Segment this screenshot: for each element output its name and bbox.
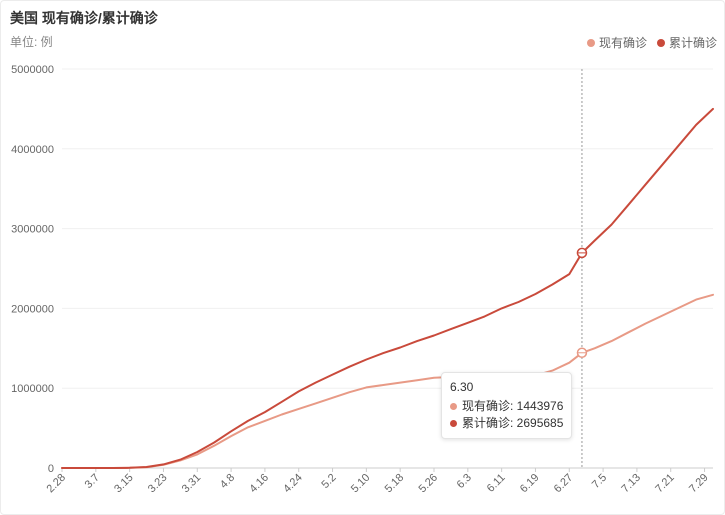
tooltip-date: 6.30 xyxy=(450,380,474,394)
legend-item-cumulative[interactable]: 累计确诊 xyxy=(656,34,717,51)
y-tick-label: 3000000 xyxy=(11,224,54,236)
series-line-cumulative xyxy=(61,107,714,469)
x-tick-label: 6.3 xyxy=(455,472,474,491)
legend-label-cumulative: 累计确诊 xyxy=(668,36,717,50)
y-tick-label: 2000000 xyxy=(11,303,54,315)
x-tick-label: 6.19 xyxy=(518,472,542,496)
x-tick-label: 3.23 xyxy=(146,472,170,496)
legend: 现有确诊 累计确诊 xyxy=(586,34,717,51)
x-tick-label: 4.8 xyxy=(218,472,237,491)
x-tick-label: 4.24 xyxy=(281,472,305,496)
y-tick-label: 4000000 xyxy=(11,144,54,156)
unit-label: 单位: 例 xyxy=(10,35,53,49)
x-tick-label: 2.28 xyxy=(44,472,68,496)
x-tick-label: 5.10 xyxy=(349,472,373,496)
x-tick-label: 6.27 xyxy=(552,472,576,496)
tooltip-row-cumulative: 累计确诊: 2695685 xyxy=(450,415,563,432)
x-tick-label: 3.7 xyxy=(83,472,102,491)
series-line-current xyxy=(61,293,714,469)
y-tick-label: 1000000 xyxy=(11,383,54,395)
x-tick-label: 5.26 xyxy=(416,472,440,496)
tooltip-value-current: 现有确诊: 1443976 xyxy=(462,399,564,413)
chart-title: 美国 现有确诊/累计确诊 xyxy=(10,10,158,26)
x-tick-label: 4.16 xyxy=(247,472,271,496)
legend-item-current[interactable]: 现有确诊 xyxy=(586,34,647,51)
x-tick-label: 6.11 xyxy=(485,472,508,495)
x-tick-label: 7.5 xyxy=(590,472,609,491)
x-tick-label: 3.15 xyxy=(112,472,136,496)
x-tick-label: 7.21 xyxy=(653,472,677,496)
tooltip-row-current: 现有确诊: 1443976 xyxy=(450,398,563,415)
x-tick-label: 5.2 xyxy=(319,472,338,491)
tooltip-value-cumulative: 累计确诊: 2695685 xyxy=(462,416,564,430)
legend-label-current: 现有确诊 xyxy=(598,36,647,50)
tooltip-dot-current xyxy=(450,403,457,410)
x-tick-label: 5.18 xyxy=(383,472,407,496)
legend-dot-cumulative xyxy=(656,38,665,47)
legend-dot-current xyxy=(586,38,595,47)
tooltip-dot-cumulative xyxy=(450,420,457,427)
x-tick-label: 7.29 xyxy=(687,472,711,496)
y-tick-label: 0 xyxy=(48,463,54,475)
y-tick-label: 5000000 xyxy=(11,64,54,76)
tooltip: 6.30 现有确诊: 1443976 累计确诊: 2695685 xyxy=(441,372,573,439)
x-tick-label: 3.31 xyxy=(180,472,204,496)
x-tick-label: 7.13 xyxy=(619,472,643,496)
